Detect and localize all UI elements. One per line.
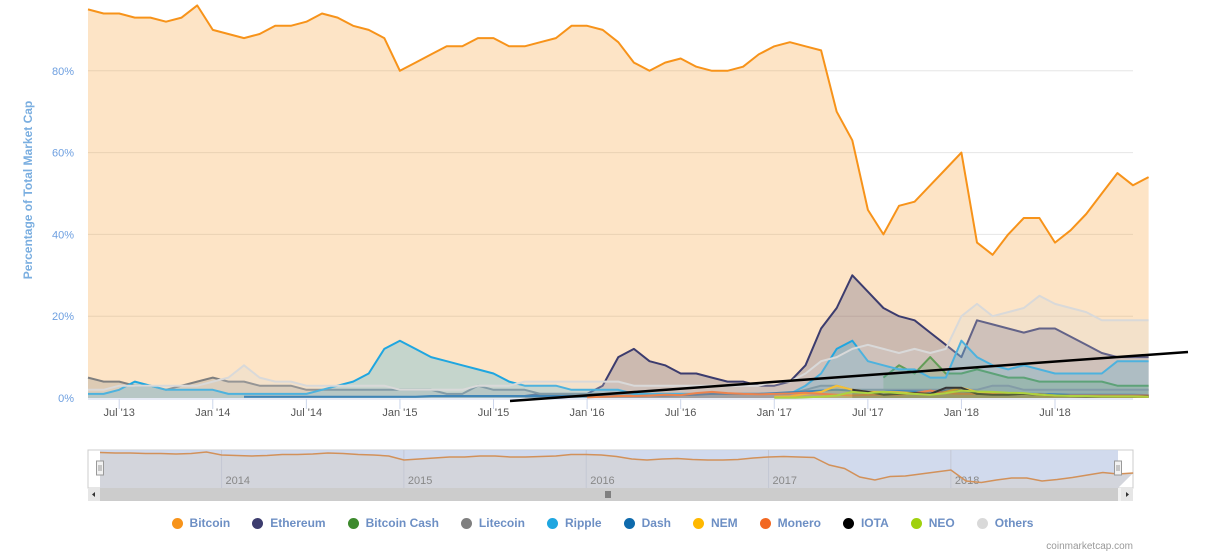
scrollbar-thumb[interactable]: [100, 488, 1118, 501]
legend-marker-icon: [842, 517, 854, 529]
legend-item-others[interactable]: Others: [976, 516, 1034, 530]
line-bitcoin-cash: [882, 356, 1149, 387]
legend-label: Others: [994, 516, 1034, 530]
arrow-right-icon: [1126, 492, 1129, 497]
credit-link[interactable]: coinmarketcap.com: [1046, 541, 1133, 552]
x-tick-label: Jan '15: [382, 407, 417, 419]
area-ripple: [88, 340, 1149, 398]
scrollbar[interactable]: [88, 488, 1133, 501]
x-tick-label: Jul '18: [1039, 407, 1070, 419]
arrow-left-icon: [92, 492, 95, 497]
market-cap-chart: 0% 20% 40% 60% 80% Jul '13 Jan '14 Jul '14 Jan …: [21, 4, 1189, 501]
legend-label: Litecoin: [478, 516, 525, 530]
x-tick-label: Jan '14: [195, 407, 230, 419]
area-bitcoin: [88, 5, 1149, 399]
legend-item-monero[interactable]: Monero: [759, 516, 821, 530]
line-neo: [774, 389, 1149, 399]
legend-marker-icon: [546, 517, 558, 529]
line-ripple: [88, 339, 1149, 395]
legend-marker-icon: [623, 517, 635, 529]
x-tick-label: Jul '16: [665, 407, 696, 419]
line-bitcoin: [87, 4, 1150, 256]
legend-label: Ripple: [564, 516, 602, 530]
navigator-handle-left[interactable]: [96, 460, 104, 476]
legend-marker-icon: [171, 517, 183, 529]
legend-marker-icon: [460, 517, 472, 529]
navigator-year-label: 2014: [226, 475, 250, 487]
x-tick-label: Jan '18: [944, 407, 979, 419]
x-tick-label: Jul '17: [852, 407, 883, 419]
legend-marker-icon: [976, 517, 988, 529]
legend: Bitcoin Ethereum Bitcoin Cash Litecoin Rippl…: [0, 516, 1205, 530]
navigator[interactable]: 2014 2015 2016 2017 2018: [87, 449, 1134, 501]
area-others: [88, 295, 1149, 398]
legend-label: IOTA: [860, 516, 889, 530]
x-tick-label: Jul '13: [103, 407, 134, 419]
y-tick-label: 0%: [58, 393, 74, 405]
legend-label: NEM: [710, 516, 738, 530]
line-ethereum: [524, 274, 1149, 397]
legend-label: NEO: [928, 516, 955, 530]
legend-label: Ethereum: [270, 516, 326, 530]
x-tick-label: Jan '16: [570, 407, 605, 419]
legend-item-ripple[interactable]: Ripple: [546, 516, 602, 530]
legend-item-nem[interactable]: NEM: [692, 516, 738, 530]
legend-label: Monero: [777, 516, 821, 530]
navigator-handle-right[interactable]: [1114, 460, 1122, 476]
legend-item-iota[interactable]: IOTA: [842, 516, 889, 530]
legend-item-dash[interactable]: Dash: [623, 516, 671, 530]
legend-marker-icon: [910, 517, 922, 529]
navigator-area: [100, 452, 1134, 488]
y-tick-label: 60%: [52, 148, 74, 160]
y-axis-label: Percentage of Total Market Cap: [21, 101, 35, 280]
legend-item-litecoin[interactable]: Litecoin: [460, 516, 525, 530]
y-tick-label: 20%: [52, 311, 74, 323]
legend-marker-icon: [347, 517, 359, 529]
x-tick-label: Jul '14: [291, 407, 322, 419]
y-tick-label: 80%: [52, 66, 74, 78]
legend-label: Bitcoin: [189, 516, 231, 530]
y-axis-ticks: 0% 20% 40% 60% 80%: [52, 66, 74, 405]
legend-item-neo[interactable]: NEO: [910, 516, 955, 530]
legend-marker-icon: [759, 517, 771, 529]
legend-label: Bitcoin Cash: [365, 516, 439, 530]
area-monero: [587, 390, 1149, 398]
navigator-year-label: 2015: [408, 475, 432, 487]
legend-marker-icon: [692, 517, 704, 529]
y-tick-label: 40%: [52, 229, 74, 241]
legend-item-ethereum[interactable]: Ethereum: [252, 516, 326, 530]
legend-label: Dash: [641, 516, 671, 530]
x-tick-label: Jul '15: [478, 407, 509, 419]
legend-item-bitcoin-cash[interactable]: Bitcoin Cash: [347, 516, 439, 530]
x-tick-label: Jan '17: [757, 407, 792, 419]
x-axis-ticks: Jul '13 Jan '14 Jul '14 Jan '15 Jul '15 Jan '…: [88, 398, 1133, 419]
line-others: [88, 294, 1149, 391]
navigator-year-label: 2017: [773, 475, 797, 487]
navigator-line: [99, 451, 1134, 484]
legend-marker-icon: [252, 517, 264, 529]
series-areas: [87, 4, 1150, 399]
legend-item-bitcoin[interactable]: Bitcoin: [171, 516, 231, 530]
annotation-trend-line: [509, 350, 1189, 403]
grid-lines: [88, 70, 1133, 317]
navigator-year-label: 2016: [590, 475, 614, 487]
